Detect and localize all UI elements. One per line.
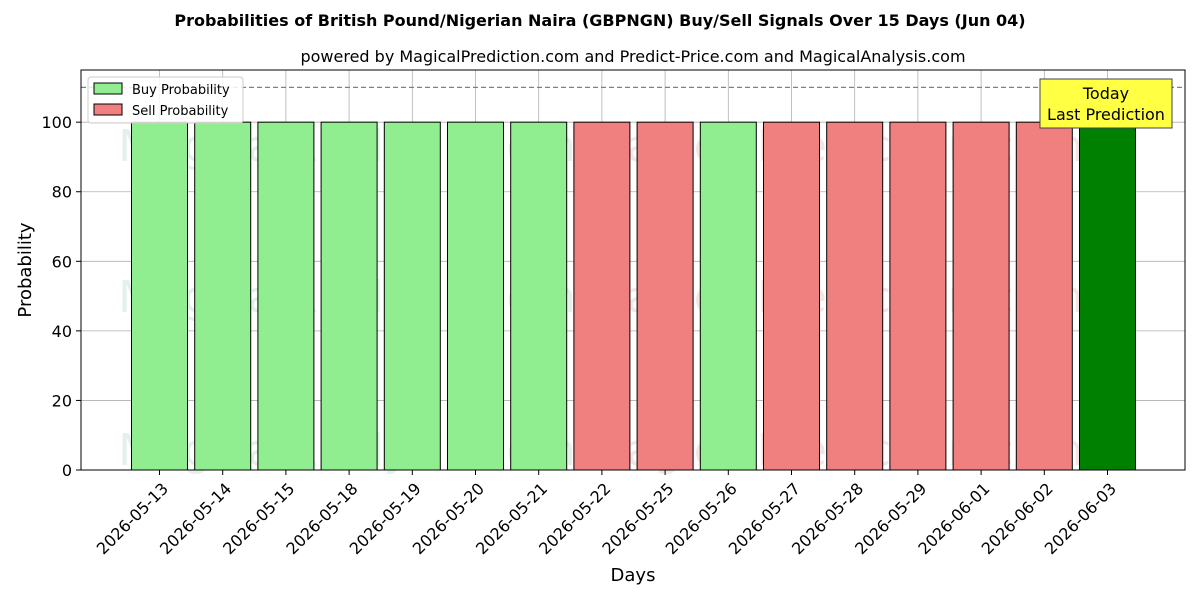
y-tick-label: 60	[52, 252, 72, 271]
bar-buy-2026-05-26	[699, 121, 757, 471]
legend-swatch-buy	[93, 82, 123, 95]
y-tick-label: 20	[52, 391, 72, 410]
bar-sell-2026-05-29	[889, 121, 947, 471]
bar-buy-2026-05-14	[194, 121, 252, 471]
bars	[131, 121, 1136, 471]
bar-sell-2026-06-01	[952, 121, 1010, 471]
bar-buy-2026-05-19	[383, 121, 441, 471]
y-tick-label: 100	[41, 113, 72, 132]
bar-buy-2026-05-13	[131, 121, 188, 471]
annotation-line-last-prediction: Last Prediction	[1047, 105, 1165, 124]
chart-title: Probabilities of British Pound/Nigerian …	[174, 11, 1025, 30]
legend-box	[87, 76, 244, 124]
y-axis: 0 20 40 60 80 100	[41, 113, 81, 480]
y-tick-label: 40	[52, 322, 72, 341]
y-tick-label: 80	[52, 183, 72, 202]
chart-subtitle: powered by MagicalPrediction.com and Pre…	[300, 47, 965, 66]
bar-sell-2026-06-02	[1015, 121, 1073, 471]
plot-area: MagicalAnalysis.comMagicalPrediction.com…	[80, 69, 1186, 476]
plot-frame	[80, 69, 1186, 471]
y-tick-label: 0	[62, 461, 72, 480]
annotation-line-today: Today	[1082, 84, 1129, 103]
legend-label-buy: Buy Probability	[132, 83, 230, 98]
bar-today-2026-06-03	[1079, 121, 1136, 471]
bar-sell-2026-05-22	[573, 121, 631, 471]
bar-sell-2026-05-27	[763, 121, 820, 471]
legend: Buy Probability Sell Probability	[87, 76, 244, 124]
legend-label-sell: Sell Probability	[132, 104, 229, 119]
x-axis-label: Days	[611, 565, 656, 586]
bar-buy-2026-05-18	[320, 121, 378, 471]
annotation-box	[1039, 78, 1173, 129]
today-annotation: Today Last Prediction	[1039, 78, 1173, 129]
bar-sell-2026-05-25	[636, 121, 694, 471]
y-axis-label: Probability	[15, 222, 36, 317]
bar-buy-2026-05-21	[510, 121, 568, 471]
bar-buy-2026-05-15	[257, 121, 315, 471]
bar-sell-2026-05-28	[826, 121, 884, 471]
bar-buy-2026-05-20	[447, 121, 504, 471]
legend-swatch-sell	[93, 103, 123, 116]
